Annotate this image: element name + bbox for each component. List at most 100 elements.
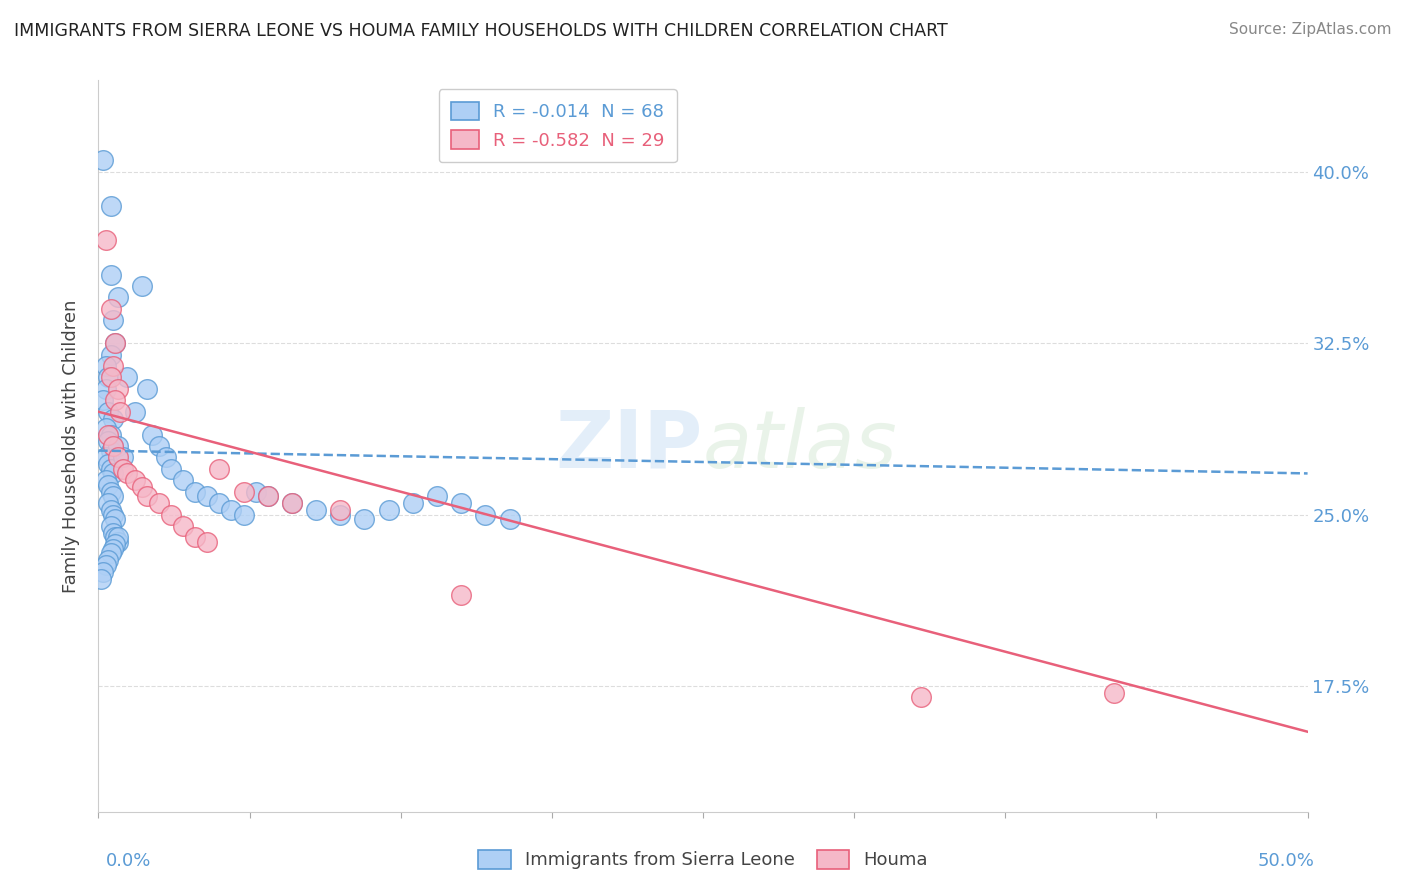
Point xyxy=(97,405,120,419)
Point xyxy=(232,508,254,522)
Point xyxy=(107,450,129,465)
Point xyxy=(1102,686,1125,700)
Legend: Immigrants from Sierra Leone, Houma: Immigrants from Sierra Leone, Houma xyxy=(470,841,936,879)
Point xyxy=(184,531,207,545)
Point xyxy=(353,512,375,526)
Point xyxy=(100,484,122,499)
Point xyxy=(256,489,278,503)
Point xyxy=(91,393,114,408)
Point xyxy=(94,382,117,396)
Point xyxy=(94,421,117,435)
Point xyxy=(172,519,194,533)
Point xyxy=(450,496,472,510)
Point xyxy=(107,439,129,453)
Point xyxy=(100,443,122,458)
Text: 0.0%: 0.0% xyxy=(105,852,150,870)
Point xyxy=(90,572,112,586)
Point xyxy=(97,553,120,567)
Point xyxy=(107,290,129,304)
Point xyxy=(281,496,304,510)
Y-axis label: Family Households with Children: Family Households with Children xyxy=(62,300,80,592)
Point xyxy=(97,478,120,492)
Legend: R = -0.014  N = 68, R = -0.582  N = 29: R = -0.014 N = 68, R = -0.582 N = 29 xyxy=(439,89,678,162)
Point xyxy=(104,531,127,545)
Point xyxy=(402,496,425,510)
Point xyxy=(100,268,122,282)
Point xyxy=(100,301,122,316)
Point xyxy=(329,503,352,517)
Point xyxy=(107,535,129,549)
Point xyxy=(377,503,399,517)
Text: ZIP: ZIP xyxy=(555,407,703,485)
Point xyxy=(94,558,117,572)
Point xyxy=(172,473,194,487)
Point xyxy=(97,496,120,510)
Point xyxy=(101,359,124,373)
Point xyxy=(101,439,124,453)
Point xyxy=(101,467,124,481)
Point xyxy=(135,489,157,503)
Point xyxy=(94,233,117,247)
Point xyxy=(148,439,170,453)
Point xyxy=(124,473,146,487)
Point xyxy=(124,405,146,419)
Point xyxy=(100,370,122,384)
Point xyxy=(104,537,127,551)
Point xyxy=(148,496,170,510)
Point xyxy=(104,336,127,351)
Point xyxy=(101,411,124,425)
Point xyxy=(160,508,183,522)
Point xyxy=(101,313,124,327)
Point xyxy=(184,484,207,499)
Point xyxy=(97,434,120,449)
Point xyxy=(97,370,120,384)
Point xyxy=(208,496,231,510)
Point xyxy=(141,427,163,442)
Point xyxy=(100,546,122,560)
Point xyxy=(155,450,177,465)
Point xyxy=(117,467,139,481)
Point xyxy=(104,393,127,408)
Point xyxy=(195,535,218,549)
Point xyxy=(97,427,120,442)
Point xyxy=(426,489,449,503)
Point xyxy=(104,512,127,526)
Point xyxy=(101,508,124,522)
Point xyxy=(305,503,328,517)
Text: atlas: atlas xyxy=(703,407,898,485)
Point xyxy=(117,370,139,384)
Point xyxy=(100,503,122,517)
Text: Source: ZipAtlas.com: Source: ZipAtlas.com xyxy=(1229,22,1392,37)
Point xyxy=(94,359,117,373)
Point xyxy=(97,457,120,471)
Point xyxy=(100,462,122,476)
Point xyxy=(100,347,122,362)
Point xyxy=(135,382,157,396)
Text: 50.0%: 50.0% xyxy=(1258,852,1315,870)
Point xyxy=(160,462,183,476)
Point xyxy=(131,279,153,293)
Point xyxy=(131,480,153,494)
Point xyxy=(107,382,129,396)
Point xyxy=(111,462,134,476)
Point xyxy=(100,199,122,213)
Point xyxy=(256,489,278,503)
Point xyxy=(108,405,131,419)
Point xyxy=(498,512,520,526)
Point xyxy=(208,462,231,476)
Point xyxy=(101,541,124,556)
Point xyxy=(94,473,117,487)
Point xyxy=(195,489,218,503)
Point xyxy=(104,336,127,351)
Point xyxy=(474,508,496,522)
Point xyxy=(329,508,352,522)
Point xyxy=(100,519,122,533)
Text: IMMIGRANTS FROM SIERRA LEONE VS HOUMA FAMILY HOUSEHOLDS WITH CHILDREN CORRELATIO: IMMIGRANTS FROM SIERRA LEONE VS HOUMA FA… xyxy=(14,22,948,40)
Point xyxy=(91,153,114,168)
Point xyxy=(101,439,124,453)
Point xyxy=(107,531,129,545)
Point xyxy=(232,484,254,499)
Point xyxy=(94,450,117,465)
Point xyxy=(450,588,472,602)
Point xyxy=(100,427,122,442)
